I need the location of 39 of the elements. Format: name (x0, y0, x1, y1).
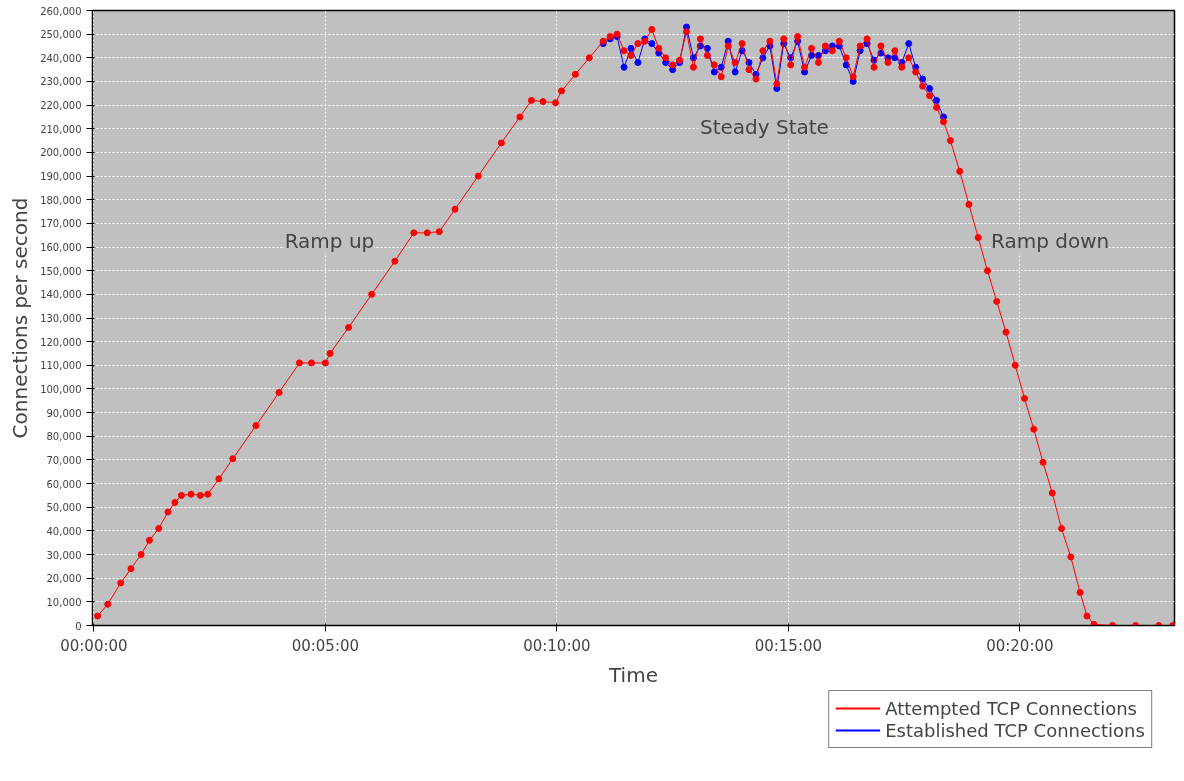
x-tick-label: 00:00:00 (60, 636, 128, 655)
y-tick-label: 120,000 (40, 336, 82, 348)
y-tick-label: 80,000 (46, 431, 82, 443)
legend-label: Attempted TCP Connections (885, 697, 1137, 719)
y-tick-label: 160,000 (40, 242, 82, 254)
y-tick-label: 130,000 (40, 313, 82, 324)
legend-label: Established TCP Connections (885, 719, 1145, 741)
y-tick-label: 100,000 (40, 383, 82, 395)
y-tick-label: 220,000 (40, 100, 82, 112)
x-tick-label: 00:20:00 (986, 636, 1054, 655)
x-tick-label: 00:15:00 (754, 636, 823, 655)
y-tick-label: 170,000 (40, 218, 82, 230)
y-axis-title: Connections per second (8, 197, 33, 439)
y-tick-label: 70,000 (46, 454, 82, 466)
y-tick-label: 50,000 (46, 502, 82, 514)
y-tick-label: 150,000 (40, 265, 82, 277)
y-tick-label: 210,000 (40, 123, 82, 135)
y-tick-label: 20,000 (46, 573, 82, 585)
y-tick-label: 140,000 (40, 289, 82, 301)
y-tick-label: 90,000 (46, 407, 82, 419)
x-tick-label: 00:10:00 (523, 636, 591, 655)
y-tick-label: 10,000 (46, 596, 82, 608)
y-tick-label: 110,000 (40, 360, 82, 372)
y-tick-label: 190,000 (40, 171, 82, 183)
y-tick-label: 30,000 (46, 549, 82, 561)
annotation: Ramp down (990, 229, 1110, 254)
y-tick-label: 260,000 (40, 5, 82, 17)
annotation: Steady State (699, 115, 829, 140)
y-tick-label: 230,000 (40, 76, 82, 88)
x-axis-title: Time (608, 662, 658, 687)
x-tick-label: 00:05:00 (291, 636, 360, 655)
y-tick-label: 200,000 (40, 147, 82, 159)
y-tick-label: 180,000 (40, 194, 82, 206)
y-tick-label: 60,000 (46, 478, 82, 490)
y-tick-label: 40,000 (46, 525, 82, 537)
y-tick-label: 250,000 (40, 29, 82, 41)
y-tick-label: 240,000 (40, 52, 82, 64)
annotation: Ramp up (284, 229, 375, 254)
y-tick-label: 0 (75, 620, 82, 632)
